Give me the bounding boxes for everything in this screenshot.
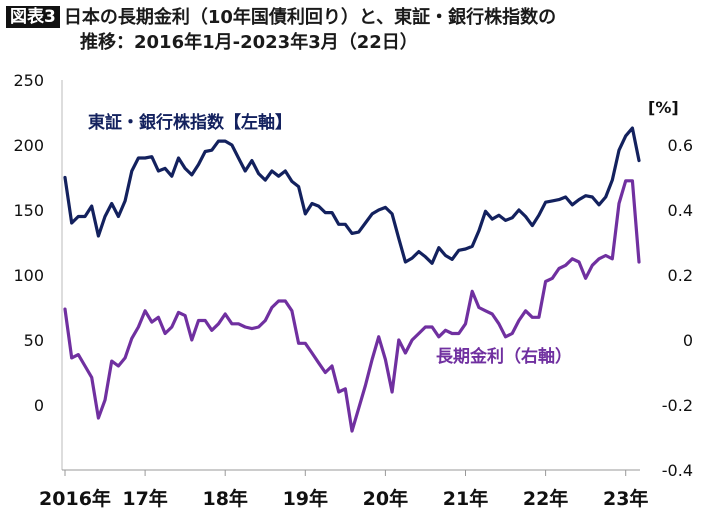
right-tick-label: -0.4 (662, 461, 693, 480)
left-tick-label: 150 (13, 201, 44, 220)
x-axis-ticks: 2016年 17年 18年 19年 20年 21年 22年 23年 (39, 470, 648, 510)
right-axis-unit: [%] (648, 98, 679, 117)
left-tick-label: 50 (24, 331, 44, 350)
series-line-long-rate (63, 179, 641, 433)
left-tick-label: 100 (13, 266, 44, 285)
x-tick-label: 23年 (603, 487, 648, 510)
x-tick-label: 19年 (283, 487, 328, 510)
x-tick-label: 2016年 (39, 487, 111, 510)
plot-frame (61, 80, 640, 471)
left-tick-label: 200 (13, 136, 44, 155)
chart-title-line1: 日本の長期金利（10年国債利回り）と、東証・銀行株指数の (63, 7, 557, 28)
series-label-bank-index: 東証・銀行株指数【左軸】 (88, 112, 292, 133)
x-tick-label: 20年 (363, 487, 408, 510)
right-tick-label: -0.2 (662, 396, 693, 415)
figure-header: 図表3 日本の長期金利（10年国債利回り）と、東証・銀行株指数の 推移：2016年… (6, 6, 706, 56)
x-tick-label: 17年 (122, 487, 167, 510)
series-layer (63, 126, 641, 433)
series-line-bank-index (63, 126, 641, 265)
series-label-long-rate: 長期金利（右軸） (436, 346, 572, 367)
figure-badge: 図表3 (6, 6, 60, 28)
left-tick-label: 250 (13, 71, 44, 90)
right-tick-label: 0.4 (668, 201, 693, 220)
x-tick-label: 22年 (523, 487, 568, 510)
chart-title-line2: 推移：2016年1月-2023年3月（22日） (80, 32, 418, 53)
left-tick-label: 0 (34, 396, 44, 415)
right-axis-ticks: -0.4 -0.2 0 0.2 0.4 0.6 (662, 136, 693, 480)
x-tick-label: 21年 (443, 487, 488, 510)
right-tick-label: 0.6 (668, 136, 693, 155)
left-axis-ticks: 0 50 100 150 200 250 (13, 71, 44, 415)
right-tick-label: 0 (683, 331, 693, 350)
x-tick-label: 18年 (202, 487, 247, 510)
right-tick-label: 0.2 (668, 266, 693, 285)
